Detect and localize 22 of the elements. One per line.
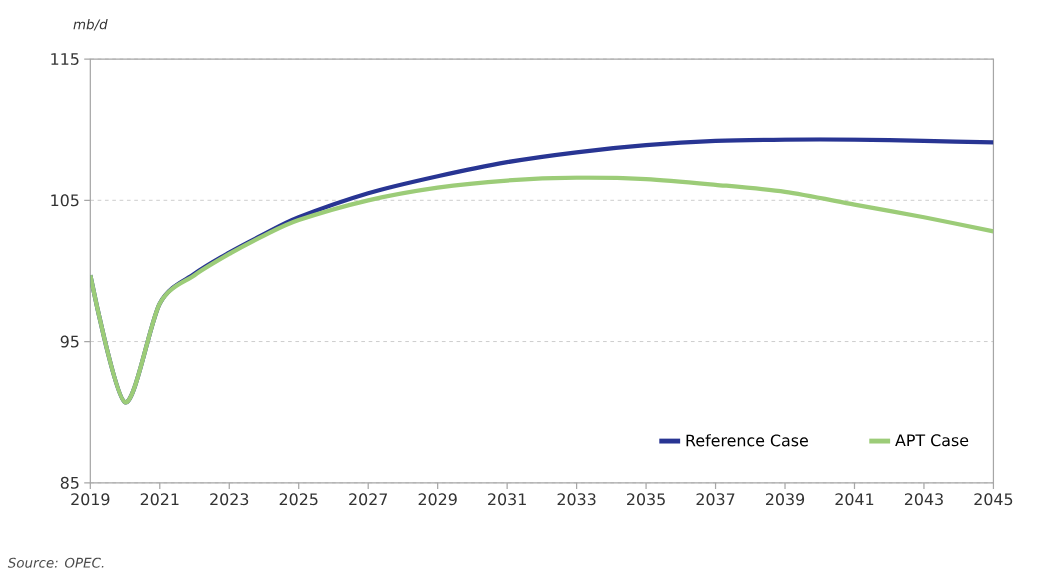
x-tick-label: 2031: [488, 493, 526, 506]
x-tick-label: 2045: [974, 493, 1013, 506]
x-tick-label: 2043: [904, 493, 943, 506]
x-tick-label: 2041: [835, 493, 874, 506]
legend-label: Reference Case: [686, 434, 808, 447]
y-tick-label: 105: [51, 194, 79, 207]
y-tick-label: 85: [60, 477, 79, 490]
legend-label: APT Case: [895, 434, 969, 447]
source-note: Source: OPEC.: [7, 557, 104, 569]
x-tick-label: 2035: [627, 493, 665, 506]
x-tick-label: 2033: [557, 493, 596, 506]
x-tick-label: 2021: [140, 493, 179, 506]
x-tick-label: 2037: [696, 493, 735, 506]
y-tick-label: 115: [51, 53, 79, 66]
x-tick-label: 2027: [349, 493, 388, 506]
y-axis-title: mb/d: [73, 19, 108, 31]
x-tick-label: 2029: [418, 493, 457, 506]
x-tick-label: 2019: [71, 493, 110, 506]
x-tick-label: 2025: [279, 493, 318, 506]
x-tick-label: 2039: [765, 493, 805, 506]
y-tick-label: 95: [60, 335, 79, 348]
x-tick-label: 2023: [210, 493, 249, 506]
